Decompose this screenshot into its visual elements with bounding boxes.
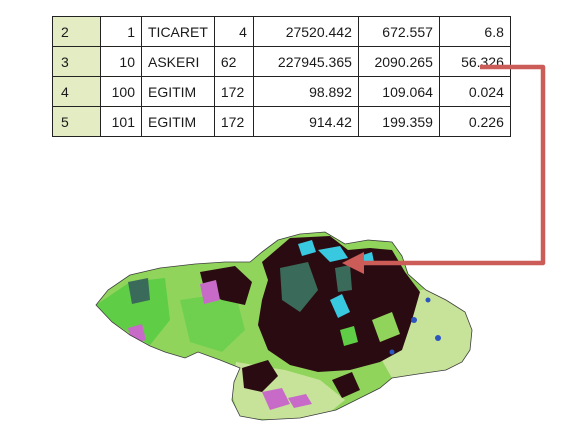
table-cell: 227945.365 xyxy=(252,46,359,77)
table-cell: 109.064 xyxy=(357,76,440,107)
map-zone-magenta-1 xyxy=(200,280,220,304)
map-zone-cyan-2 xyxy=(330,294,350,318)
map-zone-teal-2 xyxy=(128,278,150,304)
table-cell: 56.326 xyxy=(438,46,511,77)
table-cell: 199.359 xyxy=(357,106,440,137)
map-zone-teal-1 xyxy=(280,262,318,312)
connector-arrowhead xyxy=(342,252,364,274)
table-cell: 100 xyxy=(100,76,142,107)
row-header-cell: 5 xyxy=(52,106,101,137)
map-zone-cyan-3 xyxy=(298,240,316,256)
map-zone-blue-dot-1 xyxy=(411,317,417,323)
map-zone-green-spot-1 xyxy=(372,312,400,342)
map-outline xyxy=(95,231,473,421)
map-zone-west-green xyxy=(96,278,170,345)
map-zone-cyan-1 xyxy=(318,246,348,262)
table-cell: EGITIM xyxy=(141,76,215,107)
table-cell: 672.557 xyxy=(357,16,440,47)
row-header-cell: 2 xyxy=(52,16,101,47)
connector-line xyxy=(360,64,546,266)
table-row: 5 101 EGITIM 172 914.42 199.359 0.226 xyxy=(52,106,511,137)
table-cell: 4 xyxy=(213,16,254,47)
table-cell: 2090.265 xyxy=(357,46,440,77)
table-cell: 27520.442 xyxy=(252,16,359,47)
map-zone-west-green-2 xyxy=(180,292,245,352)
table-cell: 172 xyxy=(213,76,254,107)
table-row: 3 10 ASKERI 62 227945.365 2090.265 56.326 xyxy=(52,46,511,77)
map-zone-teal-3 xyxy=(335,265,352,292)
table-row: 2 1 TICARET 4 27520.442 672.557 6.8 xyxy=(52,16,511,47)
map-zone-blue-dot-4 xyxy=(389,349,395,355)
map-zone-dark-south xyxy=(242,360,278,392)
table-cell: 101 xyxy=(100,106,142,137)
map-zone-blue-dot-3 xyxy=(425,297,431,303)
map-zone-dark-patch xyxy=(332,372,360,398)
table-cell: ASKERI xyxy=(141,46,215,77)
table-cell: 6.8 xyxy=(438,16,511,47)
row-header-cell: 4 xyxy=(52,76,101,107)
map-zone-green-spot-2 xyxy=(340,326,358,346)
table-cell: 0.226 xyxy=(438,106,511,137)
table-cell: 98.892 xyxy=(252,76,359,107)
table-cell: EGITIM xyxy=(141,106,215,137)
map-zone-blue-dot-2 xyxy=(435,335,441,341)
map-zone-magenta-3 xyxy=(262,388,290,410)
table-cell: TICARET xyxy=(141,16,215,47)
attribute-table: 2 1 TICARET 4 27520.442 672.557 6.8 3 10 ASKERI 62… xyxy=(52,16,511,137)
map-zone-magenta-4 xyxy=(288,394,312,408)
